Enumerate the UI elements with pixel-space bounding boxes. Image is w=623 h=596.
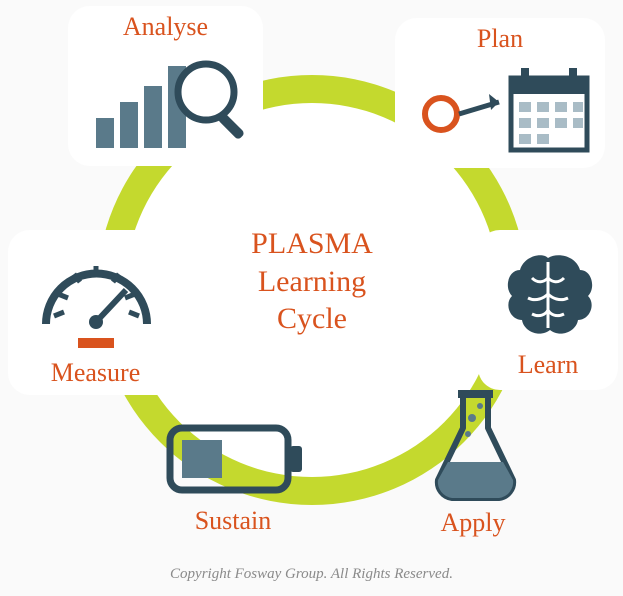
apply-label: Apply [398, 508, 548, 538]
learn-label: Learn [478, 350, 618, 380]
center-title: PLASMA Learning Cycle [200, 225, 424, 338]
node-plan: Plan [395, 18, 605, 168]
diagram-canvas: PLASMA Learning Cycle Plan [0, 0, 623, 596]
node-analyse: Analyse [68, 6, 263, 166]
measure-label: Measure [8, 358, 183, 388]
analyse-label: Analyse [68, 12, 263, 42]
node-learn: Learn [478, 230, 618, 390]
battery-icon [166, 420, 306, 503]
brain-icon [498, 248, 598, 348]
node-apply: Apply [398, 378, 548, 543]
plan-label: Plan [395, 24, 605, 54]
sustain-label: Sustain [148, 506, 318, 536]
gauge-icon [34, 244, 159, 359]
title-line3: Cycle [277, 302, 347, 335]
title-line2: Learning [258, 265, 366, 298]
node-measure: Measure [8, 230, 183, 395]
title-line1: PLASMA [251, 227, 373, 260]
chart-magnifier-icon [90, 52, 250, 162]
flask-icon [428, 384, 523, 509]
copyright-text: Copyright Fosway Group. All Rights Reser… [0, 566, 623, 583]
plan-icon [413, 60, 593, 165]
node-sustain: Sustain [148, 398, 318, 543]
